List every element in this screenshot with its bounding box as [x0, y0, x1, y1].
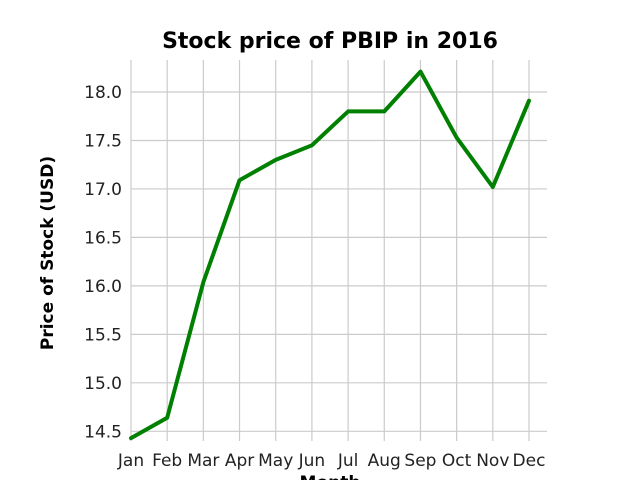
x-tick-label: Mar — [187, 451, 219, 471]
y-axis-ticks: 14.5 15.0 15.5 16.0 16.5 17.0 17.5 18.0 — [84, 83, 122, 442]
y-tick-label: 17.5 — [84, 131, 122, 151]
grid — [130, 60, 547, 441]
x-tick-label: Feb — [152, 451, 182, 471]
x-tick-label: May — [258, 451, 293, 471]
x-tick-label: Dec — [513, 451, 546, 471]
series-line — [129, 69, 531, 441]
x-tick-label: Jul — [337, 451, 359, 471]
x-tick-label: Sep — [404, 451, 436, 471]
x-axis-label: Month — [300, 473, 361, 480]
x-tick-label: Oct — [442, 451, 472, 471]
y-tick-label: 15.5 — [84, 325, 122, 345]
x-tick-label: Nov — [476, 451, 509, 471]
x-tick-label: Jan — [117, 451, 144, 471]
y-tick-label: 15.0 — [84, 374, 122, 394]
y-tick-label: 14.5 — [84, 422, 122, 442]
y-tick-label: 16.5 — [84, 228, 122, 248]
x-tick-label: Aug — [368, 451, 401, 471]
y-tick-label: 16.0 — [84, 277, 122, 297]
y-tick-label: 17.0 — [84, 180, 122, 200]
x-tick-label: Apr — [225, 451, 254, 471]
y-tick-label: 18.0 — [84, 83, 122, 103]
chart-title: Stock price of PBIP in 2016 — [162, 29, 498, 54]
x-tick-label: Jun — [298, 451, 326, 471]
y-axis-label: Price of Stock (USD) — [38, 156, 58, 350]
x-axis-ticks: Jan Feb Mar Apr May Jun Jul Aug Sep Oct Nov Dec — [117, 451, 546, 471]
